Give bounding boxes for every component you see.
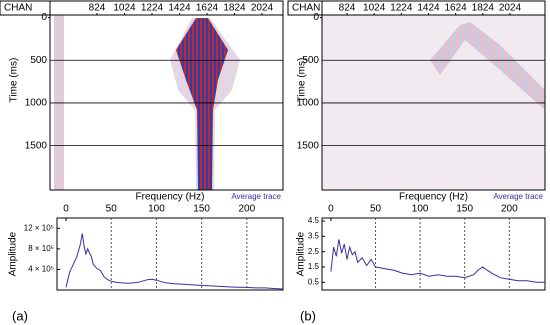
y-tick-label: 4.5 xyxy=(308,216,320,225)
legend-label: Average trace xyxy=(231,192,281,201)
x-tick-label: 1224 xyxy=(390,3,413,14)
y-tick-label: 500 xyxy=(302,55,319,66)
x-tick-label: 100 xyxy=(148,204,165,215)
x-tick-label: 1424 xyxy=(168,3,191,14)
y-axis-label: Amplitude xyxy=(8,231,19,276)
header-strip xyxy=(287,0,546,16)
x-axis-label: CHAN xyxy=(292,3,320,14)
x-tick-label: 2024 xyxy=(499,3,522,14)
y-tick-label: 3.5 xyxy=(308,231,320,240)
y-tick-label: 4 × 10⁵ xyxy=(28,265,54,274)
x-axis-label: Frequency (Hz) xyxy=(136,192,205,203)
y-tick-label: 1500 xyxy=(297,140,320,151)
x-tick-label: 150 xyxy=(193,204,210,215)
x-tick-label: 50 xyxy=(370,204,382,215)
x-tick-label: 1824 xyxy=(223,3,246,14)
x-tick-label: 1424 xyxy=(417,3,440,14)
series-line xyxy=(65,233,284,290)
y-axis-label: Amplitude xyxy=(296,231,307,276)
x-axis-label: Frequency (Hz) xyxy=(399,192,468,203)
panel-label: (a) xyxy=(12,308,28,323)
panel-label: (b) xyxy=(300,308,316,323)
x-tick-label: 150 xyxy=(456,204,473,215)
seismic-image xyxy=(322,15,545,190)
y-tick-label: 1000 xyxy=(25,98,48,109)
series-line xyxy=(330,239,545,283)
y-axis-label: Time (ms) xyxy=(9,58,20,103)
x-tick-label: 0 xyxy=(63,204,69,215)
y-tick-label: 500 xyxy=(30,55,47,66)
y-tick-label: 12 × 10⁵ xyxy=(24,223,54,232)
y-tick-label: 0 xyxy=(41,12,47,23)
x-axis-label: CHAN xyxy=(4,3,32,14)
x-tick-label: 1624 xyxy=(445,3,468,14)
y-tick-label: 0.5 xyxy=(308,277,320,286)
y-tick-label: 1.5 xyxy=(308,262,320,271)
x-tick-label: 1224 xyxy=(141,3,164,14)
x-tick-label: 200 xyxy=(501,204,518,215)
y-tick-label: 1000 xyxy=(297,98,320,109)
y-tick-label: 2.5 xyxy=(308,247,320,256)
y-tick-label: 0 xyxy=(313,12,319,23)
x-tick-label: 0 xyxy=(328,204,334,215)
y-axis-label: Time (ms) xyxy=(297,58,308,103)
y-tick-label: 8 × 10⁵ xyxy=(28,244,54,253)
legend-label: Average trace xyxy=(493,192,543,201)
x-tick-label: 50 xyxy=(106,204,118,215)
x-tick-label: 1624 xyxy=(196,3,219,14)
header-strip xyxy=(0,0,284,16)
x-tick-label: 824 xyxy=(339,3,356,14)
y-tick-label: 1500 xyxy=(25,140,48,151)
x-tick-label: 1024 xyxy=(113,3,136,14)
seismic-image xyxy=(50,15,283,190)
x-tick-label: 1024 xyxy=(363,3,386,14)
x-tick-label: 1824 xyxy=(472,3,495,14)
plot-frame xyxy=(56,217,284,291)
x-tick-label: 200 xyxy=(238,204,255,215)
x-tick-label: 2024 xyxy=(251,3,274,14)
x-tick-label: 824 xyxy=(89,3,106,14)
x-tick-label: 100 xyxy=(412,204,429,215)
plot-frame xyxy=(321,217,546,291)
